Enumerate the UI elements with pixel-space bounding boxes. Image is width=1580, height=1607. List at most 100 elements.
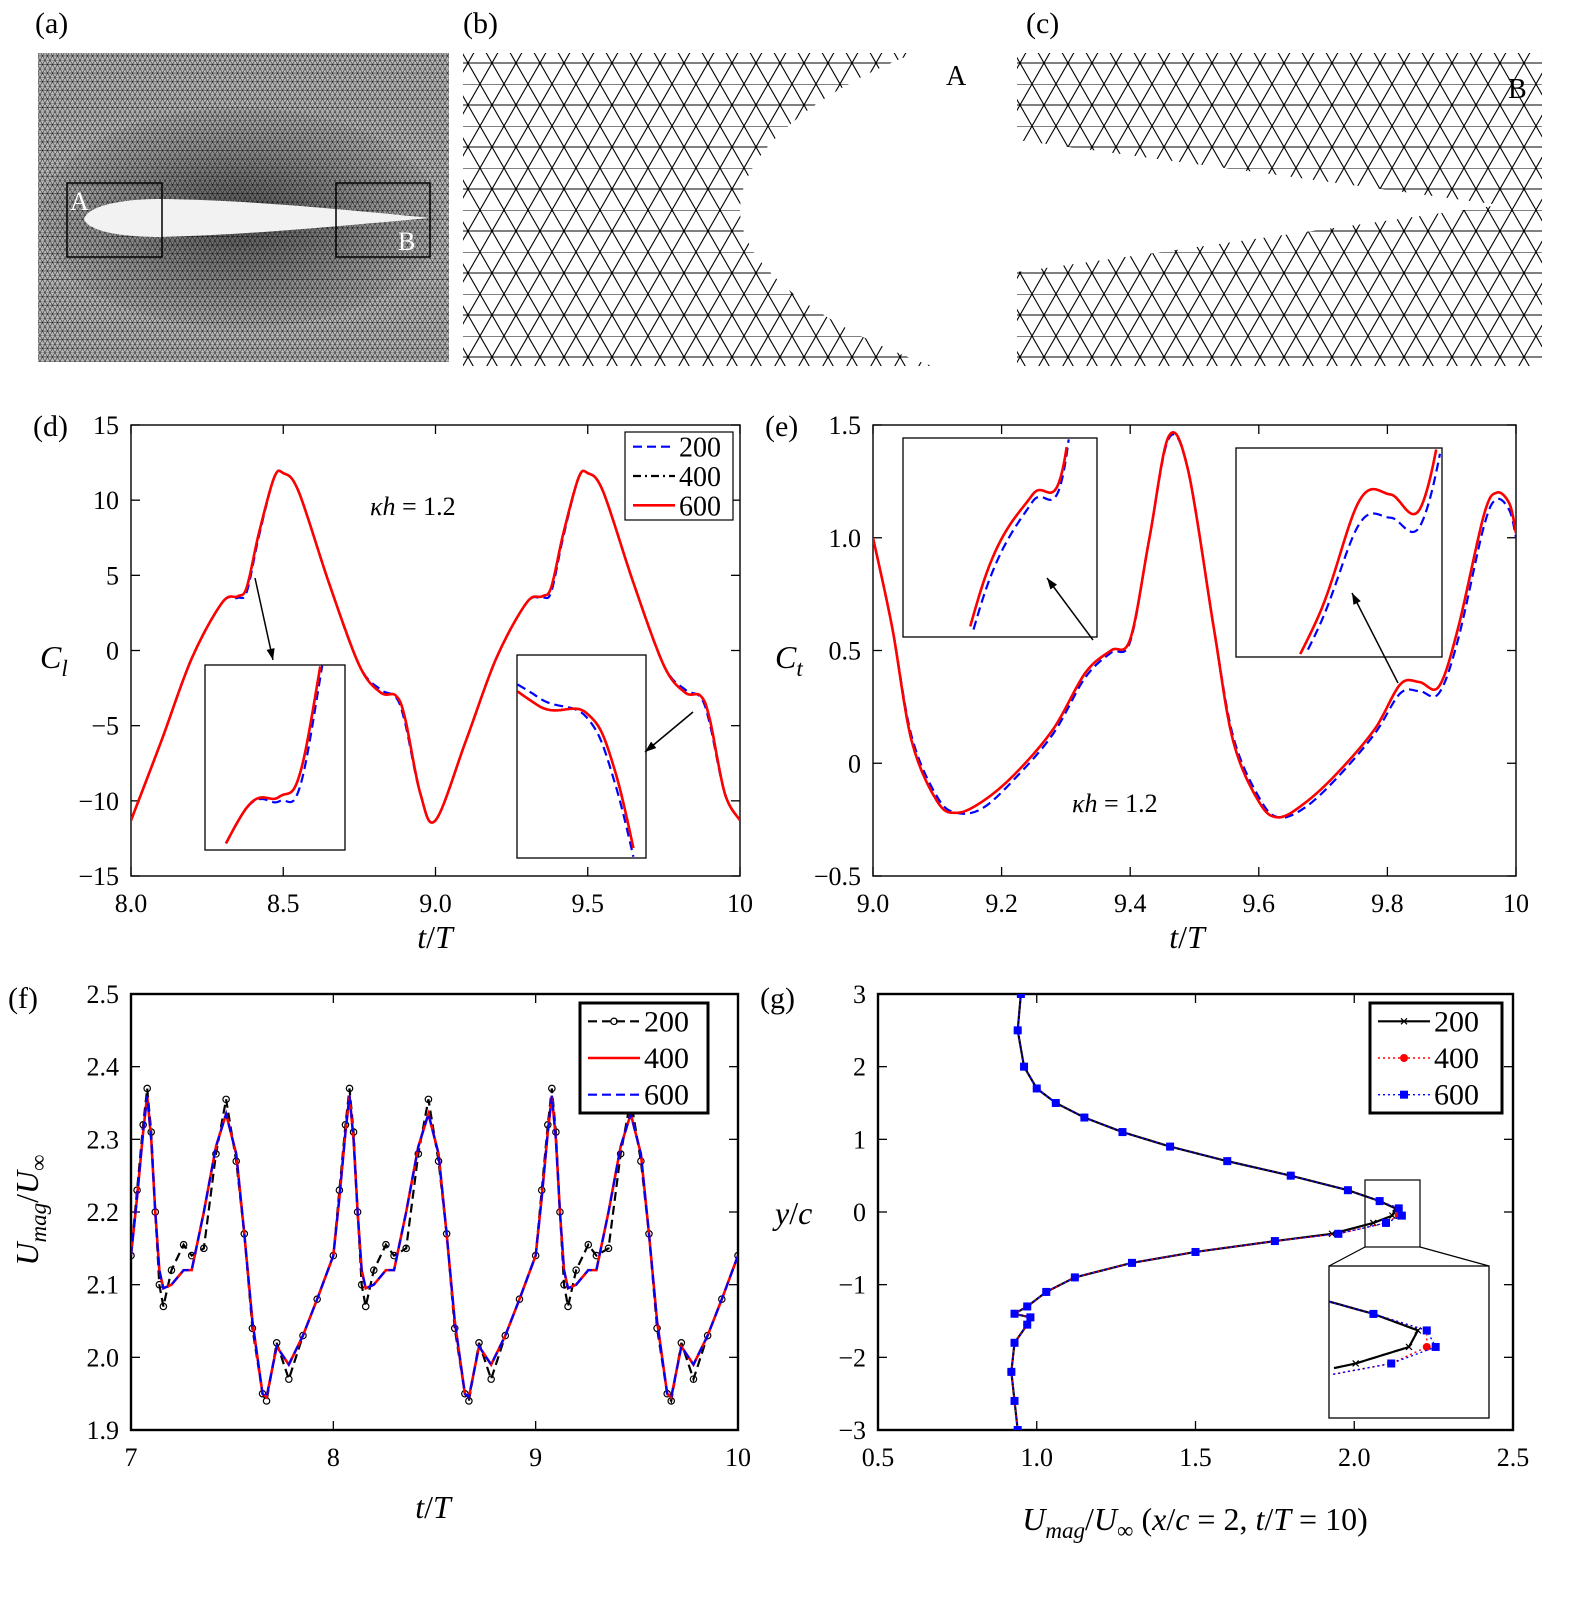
- x-axis-label: Umag/U∞ (x/c = 2, t/T = 10): [1022, 1501, 1367, 1543]
- label-part: /: [424, 1489, 433, 1525]
- y-tick-label: 0: [106, 637, 119, 666]
- inset-source-box: [1364, 1179, 1421, 1248]
- label-part: /: [1085, 1501, 1094, 1537]
- data-point-marker: [1118, 1128, 1127, 1137]
- pointer-arrow: [254, 577, 274, 661]
- y-tick-label: 3: [853, 980, 866, 1009]
- line-series-600: [131, 469, 740, 824]
- data-point-marker: [1223, 1157, 1232, 1166]
- legend-label-400: 400: [1434, 1042, 1479, 1075]
- label-part: c: [1175, 1501, 1189, 1537]
- data-point-marker: [1032, 1084, 1041, 1093]
- x-tick-label: 9.4: [1114, 889, 1147, 918]
- data-point-marker: [1405, 1343, 1413, 1351]
- inset-series-600: [969, 446, 1068, 627]
- label-part: T: [1187, 919, 1207, 955]
- y-tick-label: 1.5: [829, 411, 862, 440]
- mesh-trailing-edge: B: [1017, 53, 1542, 366]
- x-tick-label: 9.2: [985, 889, 1018, 918]
- inset-series-200: [517, 683, 635, 858]
- y-tick-label: 2.0: [87, 1343, 120, 1372]
- data-point-marker: [382, 1240, 390, 1249]
- label-part: /: [426, 919, 435, 955]
- label-part: y: [772, 1195, 790, 1231]
- inset-connector: [1328, 1246, 1366, 1267]
- data-point-marker: [1023, 1320, 1032, 1329]
- y-tick-label: 1.9: [87, 1416, 120, 1445]
- arrowhead-icon: [1352, 593, 1361, 605]
- label-part: /: [1166, 1501, 1175, 1537]
- x-tick-label: 10: [1503, 889, 1529, 918]
- line-series-600: [873, 431, 1516, 819]
- data-point-marker: [1010, 1396, 1019, 1405]
- x-tick-label: 10: [725, 1443, 751, 1472]
- data-point-marker: [1016, 994, 1025, 998]
- label-part: U: [1094, 1501, 1119, 1537]
- chart-f: 7 8 9 101.92.02.12.22.32.42.5t/TUmag/U∞2004…: [9, 980, 751, 1525]
- data-point-marker: [584, 1240, 593, 1249]
- data-point-marker: [1010, 1338, 1019, 1347]
- mesh-overview: A B: [38, 53, 449, 362]
- panel-label-d: (d): [33, 410, 68, 443]
- y-axis-label: Ct: [775, 639, 803, 681]
- legend-label-400: 400: [644, 1042, 689, 1075]
- label-part: T: [435, 919, 455, 955]
- label-part: /: [1178, 919, 1187, 955]
- inset-series-group: [516, 683, 635, 858]
- y-tick-label: 5: [106, 561, 119, 590]
- data-point-marker: [361, 1302, 370, 1311]
- x-tick-label: 2.0: [1338, 1443, 1371, 1472]
- data-point-marker: [1375, 1197, 1384, 1206]
- y-tick-label: 1.0: [829, 524, 862, 553]
- annotation-kh: κh = 1.2: [1072, 789, 1158, 818]
- zoom-inset-2: [1235, 447, 1443, 658]
- inset-series-group: [1328, 1300, 1440, 1376]
- x-axis-label: t/T: [417, 919, 455, 955]
- label-part: T: [1273, 1501, 1293, 1537]
- data-point-marker: [689, 1375, 698, 1383]
- x-tick-label: 8.5: [267, 889, 300, 918]
- data-point-marker: [200, 1244, 208, 1253]
- label-part: c: [798, 1195, 812, 1231]
- panel-label-e: (e): [765, 410, 798, 443]
- detail-label-a: A: [946, 61, 967, 92]
- data-point-marker: [222, 1095, 230, 1104]
- data-point-marker: [1397, 1211, 1406, 1220]
- series-group: [1007, 994, 1406, 1430]
- y-tick-label: 0: [853, 1198, 866, 1227]
- arrowhead-icon: [645, 741, 657, 752]
- label-part: l: [61, 655, 67, 681]
- data-point-marker: [1334, 1229, 1343, 1238]
- data-point-marker: [610, 1017, 618, 1026]
- data-point-marker: [564, 1302, 572, 1311]
- data-point-marker: [1080, 1113, 1089, 1122]
- y-tick-label: 2: [853, 1053, 866, 1082]
- pointer-arrow: [1046, 577, 1094, 641]
- y-axis-label: Umag/U∞: [9, 1154, 51, 1265]
- y-tick-label: 10: [93, 486, 119, 515]
- inset-connector: [1419, 1246, 1490, 1267]
- data-point-marker: [1026, 1313, 1035, 1322]
- data-point-marker: [1400, 1017, 1408, 1025]
- data-point-marker: [1431, 1342, 1440, 1351]
- zoom-inset-1: [204, 664, 346, 851]
- data-point-marker: [548, 1084, 556, 1093]
- inset-series-group: [1299, 449, 1442, 655]
- x-axis-label: t/T: [1169, 919, 1207, 955]
- data-point-marker: [1343, 1186, 1352, 1195]
- mesh-leading-edge: A: [463, 53, 967, 366]
- y-tick-label: −10: [78, 787, 119, 816]
- legend-label-600: 600: [679, 491, 721, 522]
- y-tick-label: 0.5: [829, 637, 862, 666]
- data-point-marker: [1369, 1219, 1377, 1227]
- data-point-marker: [1007, 1367, 1016, 1376]
- y-tick-label: 2.1: [87, 1271, 120, 1300]
- legend-label-400: 400: [679, 462, 721, 493]
- data-point-marker: [604, 1244, 613, 1253]
- y-tick-label: 2.3: [87, 1125, 120, 1154]
- data-point-marker: [1400, 1054, 1408, 1062]
